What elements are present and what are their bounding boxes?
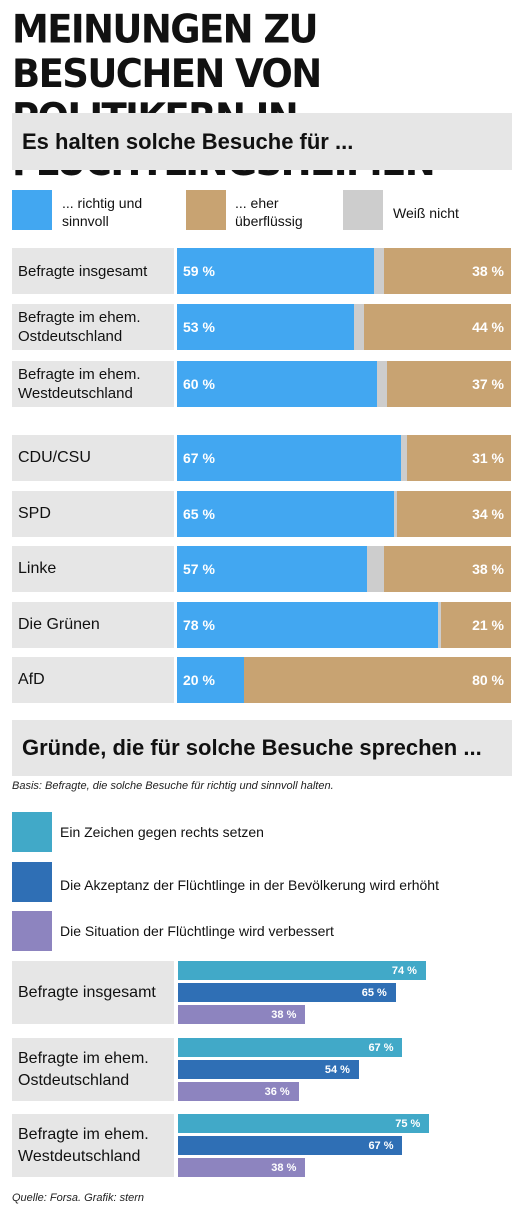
- legend-label-weiss-nicht: Weiß nicht: [393, 205, 459, 221]
- data-label-richtig: 57 %: [183, 561, 215, 577]
- bar-situation: [178, 1082, 299, 1101]
- data-label-ueberfluessig: 34 %: [472, 506, 504, 522]
- legend-swatch-zeichen: [12, 812, 52, 852]
- row-label: AfD: [12, 657, 174, 703]
- data-label-ueberfluessig: 37 %: [472, 376, 504, 392]
- legend-swatch-richtig: [12, 190, 52, 230]
- data-label-richtig: 60 %: [183, 376, 215, 392]
- data-label-ueberfluessig: 80 %: [472, 672, 504, 688]
- row-label: Befragte im ehem. Ostdeutschland: [12, 304, 174, 350]
- bar-segment-weiss-nicht: [374, 248, 385, 294]
- source-note: Quelle: Forsa. Grafik: stern: [12, 1192, 145, 1204]
- row-label: Linke: [12, 546, 174, 592]
- bar-segment-ueberfluessig: [387, 361, 511, 407]
- data-label-richtig: 53 %: [183, 319, 215, 335]
- bar-segment-richtig: [177, 361, 378, 407]
- bar-segment-richtig: [177, 435, 401, 481]
- bar-segment-richtig: [177, 491, 395, 537]
- bar-segment-ueberfluessig: [440, 602, 511, 648]
- bar-segment-weiss-nicht: [377, 361, 388, 407]
- data-label-richtig: 65 %: [183, 506, 215, 522]
- bar-segment-weiss-nicht: [400, 435, 408, 481]
- legend-swatch-ueberfluessig: [186, 190, 226, 230]
- bar-situation: [178, 1158, 306, 1177]
- data-label-akzeptanz: 65 %: [361, 987, 387, 999]
- row-label: Befragte im ehem. Westdeutschland: [12, 361, 174, 407]
- legend-label-ueberfluessig: ... eher überflüssig: [235, 195, 303, 229]
- legend-swatch-weiss-nicht: [343, 190, 383, 230]
- bar-zeichen: [178, 961, 426, 980]
- data-label-situation: 36 %: [264, 1086, 290, 1098]
- data-label-zeichen: 75 %: [395, 1118, 421, 1130]
- bar-akzeptanz: [178, 1060, 359, 1079]
- section-heading-opinion: Es halten solche Besuche für ...: [12, 113, 512, 170]
- data-label-richtig: 20 %: [183, 672, 215, 688]
- bar-segment-weiss-nicht: [394, 491, 398, 537]
- row-label: Die Grünen: [12, 602, 174, 648]
- data-label-ueberfluessig: 31 %: [472, 450, 504, 466]
- row-label: Befragte insgesamt: [12, 248, 174, 294]
- legend-label-zeichen: Ein Zeichen gegen rechts setzen: [60, 824, 264, 840]
- row-label: Befragte im ehem. Westdeutschland: [12, 1114, 174, 1177]
- data-label-situation: 38 %: [271, 1009, 297, 1021]
- data-label-ueberfluessig: 44 %: [472, 319, 504, 335]
- bar-segment-ueberfluessig: [407, 435, 511, 481]
- data-label-ueberfluessig: 21 %: [472, 617, 504, 633]
- row-label: CDU/CSU: [12, 435, 174, 481]
- section-heading-reasons: Gründe, die für solche Besuche sprechen …: [12, 720, 512, 776]
- row-label: SPD: [12, 491, 174, 537]
- bar-akzeptanz: [178, 983, 396, 1002]
- bar-zeichen: [178, 1114, 430, 1133]
- bar-segment-richtig: [177, 248, 375, 294]
- bar-segment-weiss-nicht: [367, 546, 385, 592]
- bar-segment-ueberfluessig: [397, 491, 511, 537]
- legend-label-situation: Die Situation der Flüchtlinge wird verbe…: [60, 923, 334, 939]
- data-label-akzeptanz: 67 %: [368, 1140, 394, 1152]
- bar-segment-ueberfluessig: [243, 657, 511, 703]
- chart-subtitle-basis: Basis: Befragte, die solche Besuche für …: [12, 780, 334, 792]
- data-label-ueberfluessig: 38 %: [472, 263, 504, 279]
- bar-segment-richtig: [177, 546, 368, 592]
- bar-segment-richtig: [177, 602, 438, 648]
- bar-segment-weiss-nicht: [437, 602, 441, 648]
- data-label-zeichen: 67 %: [368, 1042, 394, 1054]
- data-label-richtig: 59 %: [183, 263, 215, 279]
- bar-situation: [178, 1005, 306, 1024]
- row-label: Befragte insgesamt: [12, 961, 174, 1024]
- legend-swatch-situation: [12, 911, 52, 951]
- data-label-richtig: 67 %: [183, 450, 215, 466]
- bar-segment-richtig: [177, 304, 355, 350]
- legend-swatch-akzeptanz: [12, 862, 52, 902]
- data-label-zeichen: 74 %: [391, 965, 417, 977]
- bar-akzeptanz: [178, 1136, 403, 1155]
- row-label: Befragte im ehem. Ostdeutschland: [12, 1038, 174, 1101]
- data-label-akzeptanz: 54 %: [324, 1064, 350, 1076]
- bar-segment-ueberfluessig: [364, 304, 511, 350]
- bar-segment-richtig: [177, 657, 244, 703]
- data-label-situation: 38 %: [271, 1162, 297, 1174]
- data-label-ueberfluessig: 38 %: [472, 561, 504, 577]
- bar-segment-ueberfluessig: [384, 248, 511, 294]
- legend-label-richtig: ... richtig und sinnvoll: [62, 195, 143, 229]
- legend-label-akzeptanz: Die Akzeptanz der Flüchtlinge in der Bev…: [60, 877, 439, 893]
- bar-segment-weiss-nicht: [354, 304, 365, 350]
- bar-segment-ueberfluessig: [384, 546, 511, 592]
- bar-zeichen: [178, 1038, 403, 1057]
- data-label-richtig: 78 %: [183, 617, 215, 633]
